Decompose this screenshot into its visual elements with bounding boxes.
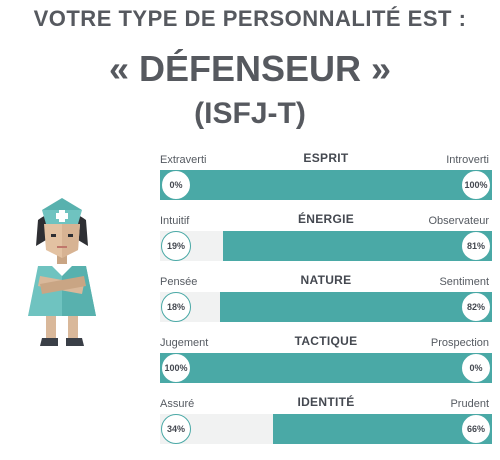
nurse-character-illustration	[28, 198, 96, 346]
trait-right-value: 82%	[461, 292, 491, 322]
trait-left-label: Extraverti	[160, 154, 207, 166]
trait-bar-fill	[273, 414, 492, 444]
trait-category: ESPRIT	[303, 151, 349, 165]
personality-type-code: (ISFJ-T)	[194, 97, 306, 130]
trait-bar-fill	[223, 231, 492, 261]
trait-right-label: Prudent	[450, 398, 489, 410]
trait-left-label: Assuré	[160, 398, 195, 410]
trait-bar-track	[160, 170, 492, 200]
trait-right-value: 81%	[461, 231, 491, 261]
trait-left-label: Jugement	[160, 337, 209, 349]
trait-left-label: Intuitif	[160, 215, 190, 227]
trait-right-label: Observateur	[428, 215, 489, 227]
trait-bar-fill	[220, 292, 492, 322]
trait-bar-track	[160, 414, 492, 444]
trait-row-identite: Assuré IDENTITÉ Prudent 34% 66%	[160, 395, 492, 456]
personality-type-name: « DÉFENSEUR »	[108, 48, 392, 89]
trait-category: IDENTITÉ	[297, 395, 355, 409]
trait-row-energie: Intuitif ÉNERGIE Observateur 19% 81%	[160, 212, 492, 273]
trait-row-esprit: Extraverti ESPRIT Introverti 0% 100%	[160, 151, 492, 212]
trait-right-value: 66%	[461, 414, 491, 444]
trait-right-value: 0%	[461, 353, 491, 383]
trait-category: ÉNERGIE	[297, 212, 355, 226]
trait-left-value: 19%	[161, 231, 191, 261]
trait-bar-track	[160, 292, 492, 322]
trait-right-label: Prospection	[430, 337, 489, 349]
trait-bar-fill	[160, 170, 492, 200]
trait-left-value: 34%	[161, 414, 191, 444]
trait-right-value: 100%	[461, 170, 491, 200]
trait-row-nature: Pensée NATURE Sentiment 18% 82%	[160, 273, 492, 334]
trait-category: TACTIQUE	[294, 334, 358, 348]
trait-bar-track	[160, 353, 492, 383]
trait-left-value: 0%	[161, 170, 191, 200]
trait-category: NATURE	[300, 273, 352, 287]
result-heading: VOTRE TYPE DE PERSONNALITÉ EST :	[33, 6, 467, 31]
trait-left-label: Pensée	[160, 276, 198, 288]
trait-bar-track	[160, 231, 492, 261]
trait-right-label: Sentiment	[439, 276, 489, 288]
trait-left-value: 100%	[161, 353, 191, 383]
trait-right-label: Introverti	[446, 154, 489, 166]
trait-row-tactique: Jugement TACTIQUE Prospection 100% 0%	[160, 334, 492, 395]
trait-left-value: 18%	[161, 292, 191, 322]
trait-bar-fill	[160, 353, 492, 383]
